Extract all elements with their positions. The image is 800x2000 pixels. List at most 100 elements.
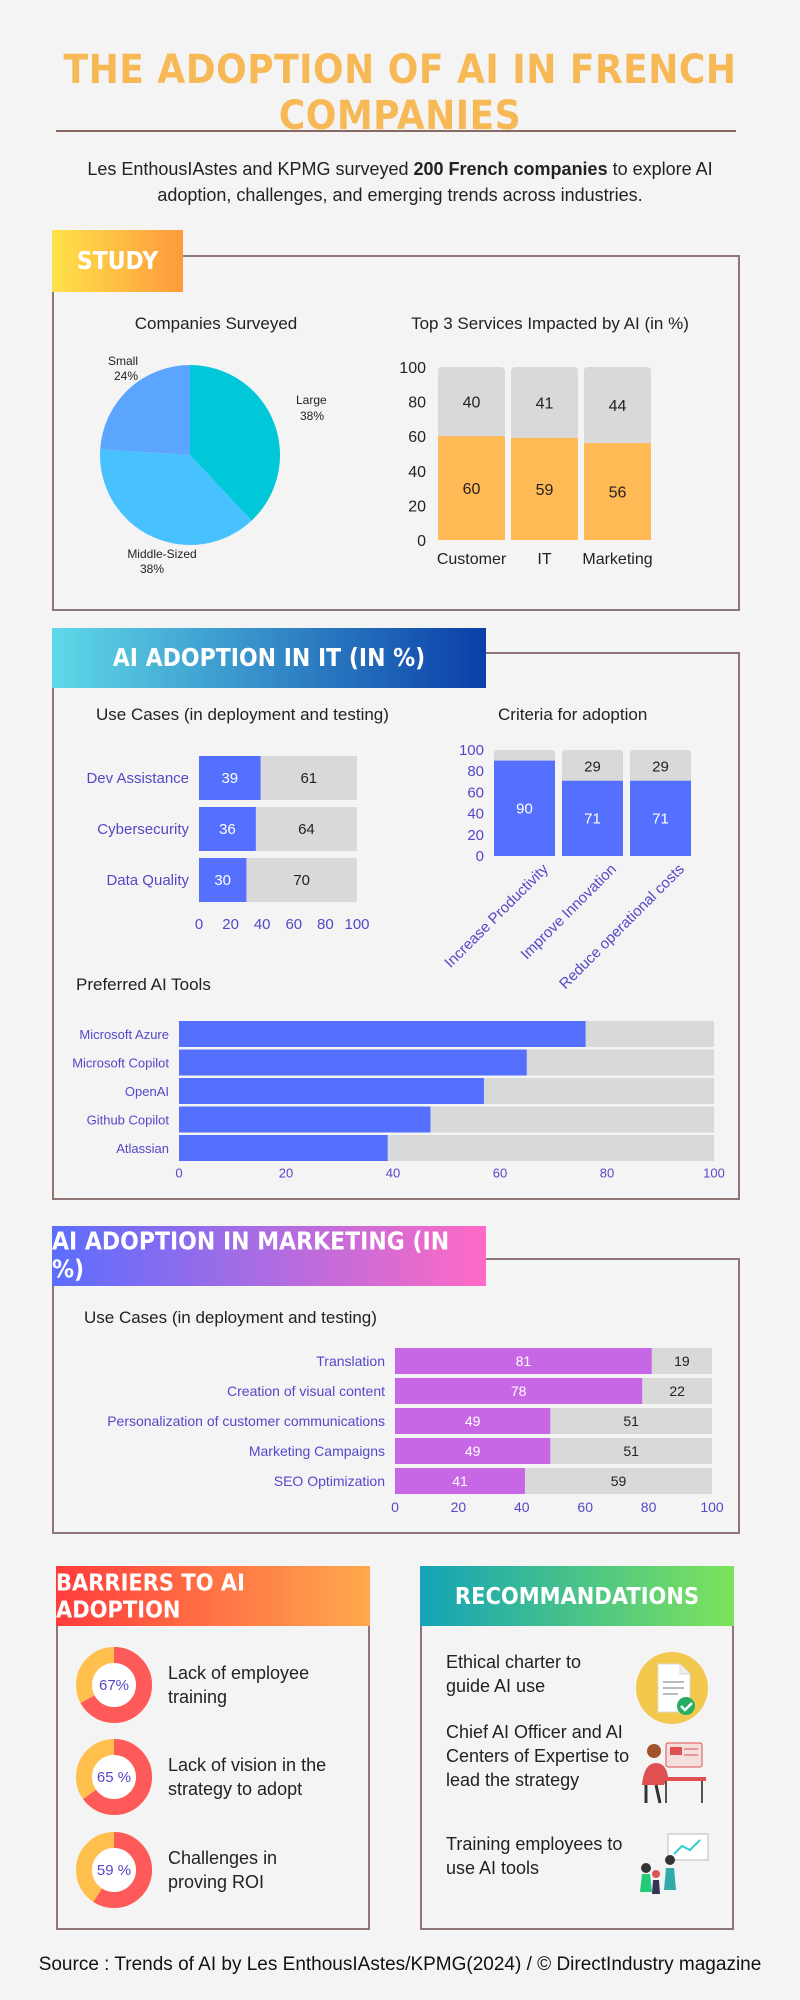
x-category-label: Customer xyxy=(437,551,507,568)
bar-value-label: 49 xyxy=(465,1413,481,1429)
bar-adoption xyxy=(395,1378,643,1404)
y-tick-label: 0 xyxy=(417,533,426,550)
x-tick-label: 100 xyxy=(344,916,369,930)
y-tick-label: 20 xyxy=(467,827,484,844)
y-category-label: Creation of visual content xyxy=(227,1383,385,1399)
recommendation-text: Chief AI Officer and AI Centers of Exper… xyxy=(446,1722,630,1790)
bar-remainder xyxy=(562,750,623,783)
criteria-chart-title: Criteria for adoption xyxy=(498,705,648,724)
bar-impacted xyxy=(438,436,505,540)
bar-remainder xyxy=(651,1348,712,1374)
y-tick-label: 80 xyxy=(408,395,426,412)
recommendation-text: Ethical charter to guide AI use xyxy=(446,1652,582,1696)
x-tick-label: 20 xyxy=(451,1499,467,1515)
y-category-label: Translation xyxy=(316,1353,385,1369)
bar-adoption xyxy=(199,858,247,902)
barrier-item: 67% Lack of employee training xyxy=(74,1645,318,1725)
bar-remainder xyxy=(630,750,691,783)
study-banner-label: STUDY xyxy=(76,247,159,275)
recommendations-banner-label: RECOMMANDATIONS xyxy=(454,1582,700,1610)
bar-remainder xyxy=(642,1378,712,1404)
bar-criteria xyxy=(494,760,555,856)
donut-value-arc xyxy=(76,1647,152,1723)
x-tick-label: 20 xyxy=(279,1166,293,1181)
x-tick-label: 20 xyxy=(222,916,239,930)
x-category-label: IT xyxy=(537,551,551,568)
title-divider xyxy=(56,130,736,132)
bar-value-label: 22 xyxy=(669,1383,685,1399)
donut-value-label: 67% xyxy=(99,1677,129,1694)
y-tick-label: 80 xyxy=(467,763,484,780)
companies-pie-chart: Small 24% Large 38% Middle-Sized 38% xyxy=(99,354,327,576)
footer-source: Source : Trends of AI by Les EnthousIAst… xyxy=(38,1954,762,1975)
barrier-donut-1: 67% xyxy=(76,1647,152,1723)
bar-value-label: 29 xyxy=(652,758,669,775)
it-usecases-chart: 39 61 Dev Assistance 36 64 Cybersecurity 30 70 D… xyxy=(86,756,370,930)
bar-value-label: 29 xyxy=(584,758,601,775)
barrier-text: Lack of employee training xyxy=(168,1663,310,1707)
y-tick-label: 60 xyxy=(408,429,426,446)
x-category-label: Reduce operational costs xyxy=(556,861,688,993)
bar-value-label: 40 xyxy=(463,395,481,412)
bar-value-label: 41 xyxy=(452,1473,468,1489)
mkt-usecases-title: Use Cases (in deployment and testing) xyxy=(84,1308,377,1327)
barrier-text: Challenges in proving ROI xyxy=(168,1848,278,1892)
bar-value-label: 59 xyxy=(536,482,554,499)
y-tick-label: 40 xyxy=(467,806,484,823)
barriers-banner: BARRIERS TO AI ADOPTION xyxy=(56,1566,370,1626)
services-bar-chart: 0 20 40 60 80 100 60 40 Customer 59 41 IT 56 44 Market… xyxy=(399,360,652,568)
mkt-usecases-chart: 81 19 Translation 78 22 Creation of visual co… xyxy=(107,1348,724,1515)
intro-text: Les EnthousIAstes and KPMG surveyed 200 … xyxy=(60,156,740,208)
y-tick-label: 0 xyxy=(476,848,484,865)
y-category-label: Microsoft Copilot xyxy=(72,1056,169,1071)
y-category-label: Data Quality xyxy=(106,872,189,889)
bar-value-label: 71 xyxy=(652,810,669,827)
bar-adoption xyxy=(395,1408,551,1434)
intro-pre: Les EnthousIAstes and KPMG surveyed xyxy=(87,159,414,179)
bar-adoption xyxy=(395,1348,652,1374)
x-tick-label: 80 xyxy=(317,916,334,930)
bar-tool xyxy=(179,1049,527,1076)
bar-value-label: 70 xyxy=(293,872,310,889)
y-category-label: Cybersecurity xyxy=(97,821,189,838)
pie-slice-large xyxy=(190,365,280,521)
bar-value-label: 51 xyxy=(623,1413,639,1429)
y-tick-label: 60 xyxy=(467,784,484,801)
x-tick-label: 80 xyxy=(641,1499,657,1515)
bar-remainder xyxy=(524,1468,712,1494)
pie-value-large: 38% xyxy=(300,409,324,423)
study-banner: STUDY xyxy=(52,230,183,292)
bar-value-label: 61 xyxy=(300,770,317,787)
donut-hole xyxy=(92,1848,136,1892)
bar-adoption xyxy=(199,807,256,851)
bar-value-label: 71 xyxy=(584,810,601,827)
x-tick-label: 60 xyxy=(285,916,302,930)
tools-bar-chart: Microsoft Azure Microsoft Copilot OpenAI Gi… xyxy=(72,1021,725,1181)
donut-hole xyxy=(92,1755,136,1799)
team-leader-icon xyxy=(642,1742,706,1804)
bar-value-label: 39 xyxy=(221,770,238,787)
y-category-label: Github Copilot xyxy=(87,1113,170,1128)
bar-criteria xyxy=(630,780,691,856)
services-chart-title: Top 3 Services Impacted by AI (in %) xyxy=(411,314,689,333)
bar-value-label: 41 xyxy=(536,395,554,412)
it-banner-label: AI ADOPTION IN IT (IN %) xyxy=(112,644,426,672)
it-usecases-title: Use Cases (in deployment and testing) xyxy=(96,705,389,724)
x-tick-label: 0 xyxy=(391,1499,399,1515)
pie-label-small: Small xyxy=(108,354,138,368)
x-tick-label: 60 xyxy=(493,1166,507,1181)
x-tick-label: 40 xyxy=(514,1499,530,1515)
bar-value-label: 56 xyxy=(609,485,627,502)
document-check-icon xyxy=(636,1652,708,1724)
x-tick-label: 0 xyxy=(195,916,203,930)
bar-value-label: 19 xyxy=(674,1353,690,1369)
tools-chart-title: Preferred AI Tools xyxy=(76,975,211,994)
intro-bold: 200 French companies xyxy=(413,159,608,179)
x-tick-label: 60 xyxy=(577,1499,593,1515)
bar-tool xyxy=(179,1106,431,1133)
page-title: THE ADOPTION OF AI IN FRENCH COMPANIES xyxy=(63,47,737,139)
bar-remainder xyxy=(584,367,651,446)
x-tick-label: 0 xyxy=(175,1166,182,1181)
x-tick-label: 40 xyxy=(386,1166,400,1181)
